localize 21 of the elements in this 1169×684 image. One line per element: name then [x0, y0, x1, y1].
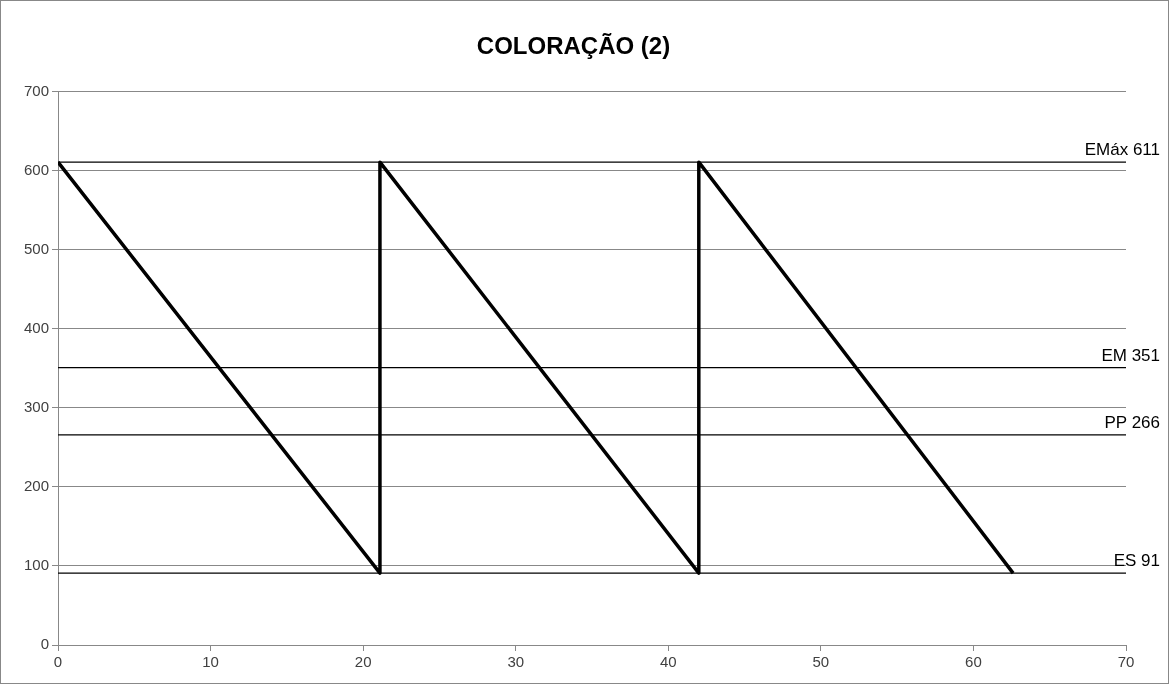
x-tick-label: 50: [812, 653, 830, 671]
y-tick-label: 200: [24, 477, 50, 495]
x-tick-label: 10: [202, 653, 219, 671]
ref-line-label: ES 91: [1113, 551, 1160, 571]
x-tick-label: 20: [354, 653, 372, 671]
y-tick-label: 400: [24, 319, 50, 337]
y-tick-label: 100: [24, 556, 50, 574]
chart-title: COLORAÇÃO (2): [476, 32, 671, 60]
x-tick-label: 70: [1117, 653, 1135, 671]
y-tick-label: 500: [24, 240, 50, 257]
ref-line-label: PP 266: [1104, 412, 1160, 432]
y-tick-label: 600: [24, 160, 50, 178]
x-tick-label: 40: [659, 653, 677, 671]
y-tick-label: 0: [40, 635, 50, 653]
y-tick-label: 700: [24, 81, 50, 99]
ref-line-label: EMáx 611: [1084, 140, 1160, 160]
ref-line-label: EM 351: [1101, 345, 1160, 365]
x-tick-label: 30: [507, 653, 525, 671]
y-tick-label: 300: [24, 398, 50, 416]
x-tick-label: 0: [53, 653, 63, 671]
x-tick-label: 60: [965, 653, 982, 671]
